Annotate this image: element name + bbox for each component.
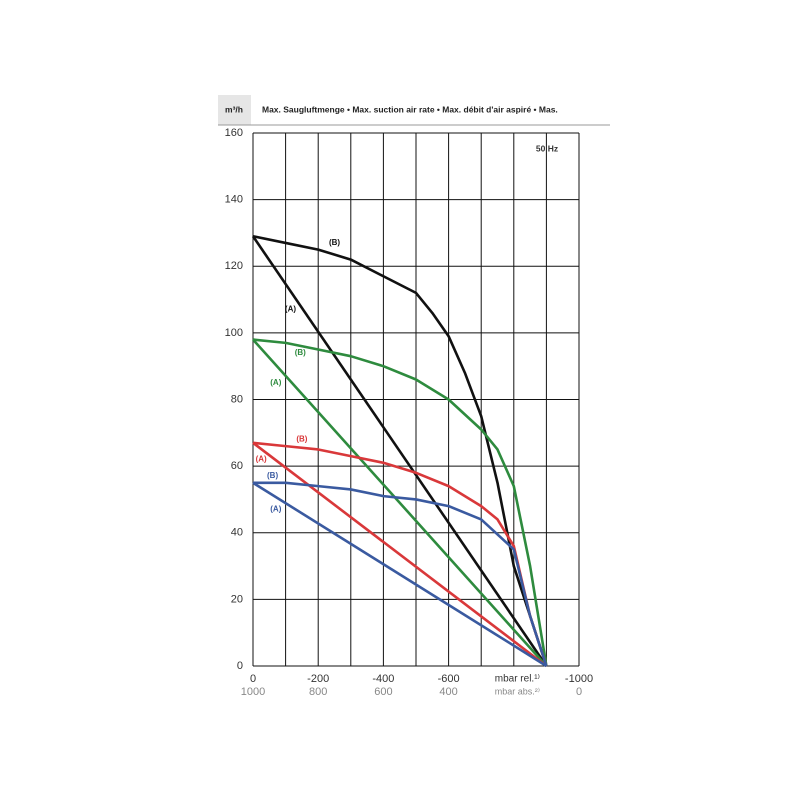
y-axis-label: m³/h <box>225 104 243 114</box>
x2-axis-label: mbar abs.²⁾ <box>495 686 540 696</box>
x-tick-label: -200 <box>307 673 329 685</box>
series-label: (A) <box>270 378 281 387</box>
x-tick-label: -400 <box>372 673 394 685</box>
y-tick-label: 60 <box>231 460 243 472</box>
x2-tick-label: 600 <box>374 686 392 698</box>
series-line <box>252 338 548 667</box>
series-label: (B) <box>267 471 278 480</box>
series-label: (A) <box>256 455 267 464</box>
note: 50 Hz <box>536 143 558 153</box>
y-tick-label: 160 <box>225 127 243 139</box>
y-tick-label: 100 <box>225 327 243 339</box>
chart-title: Max. Saugluftmenge • Max. suction air ra… <box>262 104 558 114</box>
series-label: (A) <box>285 305 296 314</box>
series-line <box>252 338 548 667</box>
series-line <box>252 441 548 668</box>
x-axis-label: mbar rel.¹⁾ <box>495 674 540 685</box>
series-label: (B) <box>296 435 307 444</box>
x2-tick-label: 400 <box>439 686 457 698</box>
series-line <box>253 481 548 667</box>
series-label: (A) <box>270 505 281 514</box>
series-line <box>251 235 548 667</box>
y-tick-label: 140 <box>225 194 243 206</box>
unit-box <box>218 95 251 125</box>
series-label: (B) <box>329 238 340 247</box>
series-line <box>252 234 548 667</box>
x2-tick-label: 0 <box>576 686 582 698</box>
x2-tick-label: 800 <box>309 686 327 698</box>
y-tick-label: 0 <box>237 660 243 672</box>
x-tick-label: -600 <box>438 673 460 685</box>
y-tick-label: 40 <box>231 527 243 539</box>
series-label: (B) <box>295 348 306 357</box>
x-tick-label: 0 <box>250 673 256 685</box>
y-tick-label: 80 <box>231 393 243 405</box>
series-line <box>252 481 548 668</box>
y-tick-label: 20 <box>231 593 243 605</box>
y-tick-label: 120 <box>225 260 243 272</box>
x2-tick-label: 1000 <box>241 686 265 698</box>
x-tick-label: -1000 <box>565 673 593 685</box>
